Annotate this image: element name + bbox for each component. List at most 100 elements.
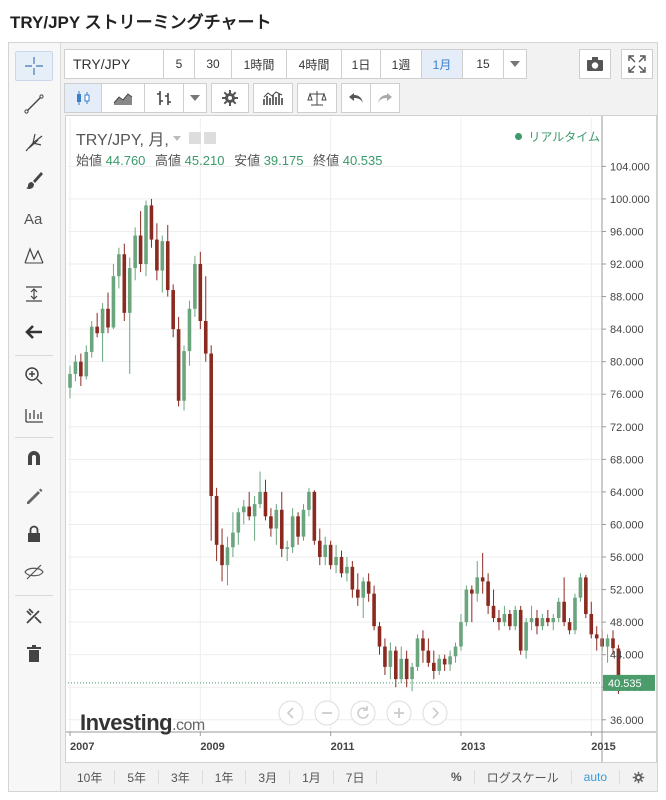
- candle[interactable]: [432, 650, 436, 680]
- fullscreen-button[interactable]: [621, 49, 653, 79]
- candle[interactable]: [594, 626, 599, 651]
- pattern-tool[interactable]: [15, 241, 53, 271]
- candle[interactable]: [448, 650, 452, 671]
- candle[interactable]: [263, 479, 268, 521]
- candle[interactable]: [453, 642, 458, 663]
- candle[interactable]: [334, 544, 338, 574]
- candle[interactable]: [193, 255, 197, 317]
- candle[interactable]: [274, 504, 279, 545]
- interval-1d[interactable]: 1日: [341, 49, 381, 79]
- candle[interactable]: [546, 609, 550, 627]
- candle[interactable]: [290, 508, 295, 553]
- scroll-left-icon[interactable]: [278, 700, 304, 726]
- candle[interactable]: [165, 224, 170, 297]
- candle[interactable]: [296, 512, 300, 545]
- candle[interactable]: [220, 528, 224, 582]
- candle[interactable]: [68, 365, 72, 399]
- chart-area[interactable]: 36.00040.00044.00048.00052.00056.00060.0…: [65, 115, 657, 763]
- candle[interactable]: [415, 634, 420, 671]
- trend-line-tool[interactable]: [15, 89, 53, 119]
- candle[interactable]: [480, 552, 485, 594]
- candle[interactable]: [247, 491, 251, 521]
- candle[interactable]: [556, 597, 561, 623]
- candle[interactable]: [225, 536, 230, 586]
- range-1y[interactable]: 1年: [203, 770, 247, 785]
- candle[interactable]: [95, 312, 99, 338]
- candle[interactable]: [138, 211, 143, 273]
- candle[interactable]: [339, 550, 344, 578]
- candle[interactable]: [106, 292, 110, 334]
- candles-type-button[interactable]: [64, 83, 102, 113]
- chevron-down-icon[interactable]: [172, 135, 181, 141]
- candle[interactable]: [236, 508, 241, 545]
- candle[interactable]: [464, 585, 469, 627]
- scale-settings-button[interactable]: [620, 770, 657, 784]
- candle[interactable]: [252, 495, 257, 541]
- candle[interactable]: [79, 353, 83, 387]
- candle[interactable]: [122, 243, 127, 321]
- candle[interactable]: [328, 540, 333, 570]
- interval-1w[interactable]: 1週: [380, 49, 422, 79]
- range-3y[interactable]: 3年: [159, 770, 203, 785]
- candle[interactable]: [567, 618, 572, 635]
- candle[interactable]: [486, 573, 490, 614]
- ruler-tool[interactable]: [15, 399, 53, 429]
- magnet-tool[interactable]: [15, 443, 53, 473]
- candle[interactable]: [475, 561, 480, 602]
- range-7d[interactable]: 7日: [334, 770, 378, 785]
- brush-tool[interactable]: [15, 165, 53, 195]
- pitchfork-tool[interactable]: [15, 127, 53, 157]
- candle[interactable]: [540, 613, 545, 631]
- back-tool[interactable]: [15, 317, 53, 347]
- candle[interactable]: [584, 574, 588, 619]
- candle[interactable]: [410, 662, 414, 692]
- percent-toggle[interactable]: %: [439, 770, 475, 784]
- candle[interactable]: [497, 609, 501, 631]
- candle[interactable]: [269, 508, 273, 537]
- candle[interactable]: [605, 634, 610, 663]
- candle[interactable]: [144, 200, 148, 277]
- candle[interactable]: [518, 605, 523, 655]
- candle[interactable]: [198, 251, 203, 330]
- candle[interactable]: [301, 504, 306, 541]
- candle[interactable]: [459, 613, 463, 651]
- candle[interactable]: [388, 642, 393, 680]
- candle[interactable]: [524, 618, 528, 659]
- candle[interactable]: [470, 585, 474, 623]
- candle[interactable]: [312, 490, 317, 545]
- candle[interactable]: [171, 284, 175, 338]
- settings-button[interactable]: [211, 83, 249, 113]
- candle[interactable]: [187, 300, 192, 366]
- candle[interactable]: [155, 223, 159, 281]
- hide-tool[interactable]: [15, 557, 53, 587]
- candle[interactable]: [578, 573, 583, 602]
- candle[interactable]: [279, 491, 284, 558]
- compare-button[interactable]: [297, 83, 337, 113]
- candle[interactable]: [377, 622, 382, 655]
- candle[interactable]: [535, 609, 539, 635]
- candle[interactable]: [307, 487, 311, 517]
- candle[interactable]: [89, 320, 94, 358]
- interval-30[interactable]: 30: [194, 49, 232, 79]
- symbol-field[interactable]: TRY/JPY: [64, 49, 164, 79]
- candle[interactable]: [117, 247, 121, 289]
- candle[interactable]: [394, 646, 398, 688]
- candle[interactable]: [589, 601, 594, 639]
- interval-dropdown[interactable]: [503, 49, 527, 79]
- candle[interactable]: [399, 646, 404, 684]
- price-chart[interactable]: 36.00040.00044.00048.00052.00056.00060.0…: [66, 116, 656, 762]
- candle[interactable]: [127, 257, 132, 374]
- zoom-out-icon[interactable]: [314, 700, 340, 726]
- range-3m[interactable]: 3月: [246, 770, 291, 785]
- candle[interactable]: [203, 276, 208, 362]
- candle[interactable]: [345, 557, 349, 582]
- candle[interactable]: [231, 512, 235, 558]
- range-5y[interactable]: 5年: [115, 770, 160, 785]
- candle[interactable]: [502, 605, 507, 627]
- candle[interactable]: [366, 573, 371, 602]
- delete-tool[interactable]: [15, 639, 53, 669]
- scroll-right-icon[interactable]: [422, 700, 448, 726]
- lock-drawing-tool[interactable]: [15, 481, 53, 511]
- candle[interactable]: [437, 654, 442, 676]
- candle[interactable]: [573, 593, 577, 635]
